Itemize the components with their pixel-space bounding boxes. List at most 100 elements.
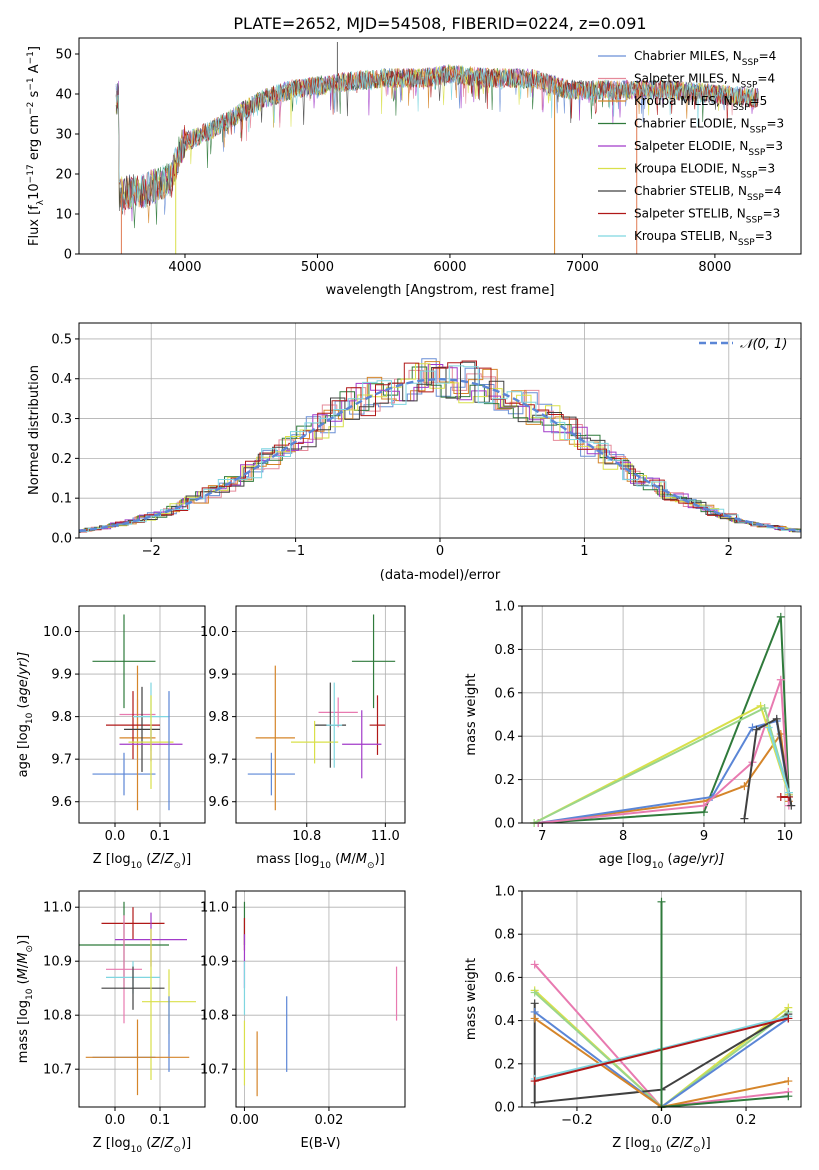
legend-label: Salpeter STELIB, NSSP=3 xyxy=(634,207,780,226)
y-axis-label: Normed distribution xyxy=(27,365,42,495)
x-tick-label: 6000 xyxy=(433,260,466,275)
x-tick-label: −1 xyxy=(286,544,305,559)
y-tick-label: 0.6 xyxy=(494,971,515,986)
y-tick-label: 10.8 xyxy=(200,1009,229,1024)
mass-vs-metallicity-panel: 0.0 0.1 10.7 10.8 10.9 11.0 Z [log10 (Z/Z⊙)] ma… xyxy=(16,890,206,1155)
x-tick-label: 4000 xyxy=(168,260,201,275)
weight-marker xyxy=(764,723,773,732)
x-axis-label: wavelength [Angstrom, rest frame] xyxy=(326,283,555,298)
weight-vs-age-panel: 7 8 9 10 0.0 0.2 0.4 0.6 0.8 1.0 age [log10 (age/y… xyxy=(464,600,802,871)
y-tick-label: 10.7 xyxy=(43,1063,72,1078)
legend-label: Chabrier ELODIE, NSSP=3 xyxy=(634,117,784,136)
x-tick-label: 0.1 xyxy=(150,1113,171,1128)
y-tick-label: 0.2 xyxy=(494,1057,515,1072)
weight-marker xyxy=(784,1014,793,1023)
x-tick-label: 2 xyxy=(725,544,733,559)
x-axis-label: E(B-V) xyxy=(300,1136,340,1151)
weight-marker xyxy=(787,801,796,810)
spectrum-line-9 xyxy=(115,65,759,212)
errorbar-point xyxy=(101,907,165,940)
x-tick-label: 0.0 xyxy=(105,1113,126,1128)
y-tick-label: 10.0 xyxy=(43,625,72,640)
weight-marker xyxy=(784,1092,793,1101)
errorbar-point xyxy=(255,665,295,811)
weight-marker xyxy=(748,723,757,732)
plot-frame xyxy=(235,890,406,1108)
x-axis-label: Z [log10 (Z/Z⊙)] xyxy=(93,1136,192,1155)
x-tick-label: 0.02 xyxy=(314,1113,343,1128)
weight-marker xyxy=(784,1077,793,1086)
errorbar-point xyxy=(106,915,142,1024)
weight-marker xyxy=(699,801,708,810)
weight-marker xyxy=(530,1098,539,1107)
y-axis-label: age [log10 (age/yr)] xyxy=(16,652,35,778)
errorbar-point xyxy=(342,710,382,779)
y-axis-label: Flux [fλ10−17 erg cm−2 s−1 A−1] xyxy=(26,46,46,246)
weight-marker xyxy=(657,897,666,906)
weight-marker xyxy=(530,988,539,997)
weight-marker xyxy=(776,792,785,801)
plot-frame xyxy=(78,605,206,824)
y-tick-label: 11.0 xyxy=(200,901,229,916)
y-axis-label: mass weight xyxy=(464,673,479,755)
x-tick-label: 0.1 xyxy=(150,829,171,844)
y-tick-label: 0.6 xyxy=(494,686,515,701)
spectrum-lines xyxy=(115,42,759,254)
x-tick-label: 10 xyxy=(777,829,794,844)
errorbar-point xyxy=(247,752,295,796)
y-tick-label: 10.7 xyxy=(200,1063,229,1078)
x-tick-label: 0.0 xyxy=(651,1113,672,1128)
age-vs-metallicity-panel: 0.0 0.1 9.6 9.7 9.8 9.9 10.0 Z [log10 (Z/Z⊙)] ag… xyxy=(16,605,206,871)
y-tick-label: 40 xyxy=(55,88,72,103)
x-tick-label: 8 xyxy=(619,829,627,844)
legend-label: Salpeter MILES, NSSP=4 xyxy=(634,72,775,91)
weight-marker xyxy=(784,788,793,797)
histograms xyxy=(79,358,801,533)
weight-marker xyxy=(740,814,749,823)
y-tick-label: 9.7 xyxy=(51,753,72,768)
errorbar-point xyxy=(85,1019,190,1096)
y-tick-label: 0.3 xyxy=(51,412,72,427)
y-tick-label: 0.0 xyxy=(494,1101,515,1116)
errorbar-points xyxy=(79,901,196,1096)
y-tick-label: 10.9 xyxy=(43,955,72,970)
y-tick-label: 11.0 xyxy=(43,901,72,916)
plot-frame xyxy=(521,605,802,824)
x-tick-label: −0.2 xyxy=(561,1113,593,1128)
y-tick-label: 0.4 xyxy=(494,730,515,745)
errorbar-points xyxy=(247,614,396,811)
x-axis-label: age [log10 (age/yr)] xyxy=(599,852,725,871)
y-tick-label: 9.8 xyxy=(51,710,72,725)
x-tick-label: 0.00 xyxy=(230,1113,259,1128)
errorbar-point xyxy=(92,614,156,709)
errorbar-point xyxy=(128,695,174,789)
weight-marker xyxy=(752,725,761,734)
x-tick-label: 0.0 xyxy=(105,829,126,844)
weight-marker xyxy=(530,999,539,1008)
y-tick-label: 9.6 xyxy=(51,795,72,810)
plot-frame xyxy=(78,890,206,1108)
x-tick-label: 5000 xyxy=(301,260,334,275)
x-tick-label: −2 xyxy=(142,544,161,559)
errorbar-point xyxy=(291,720,339,764)
mass-vs-extinction-panel: 0.00 0.02 10.7 10.8 10.9 11.0 E(B-V) xyxy=(200,890,406,1151)
weight-marker xyxy=(776,675,785,684)
errorbar-point xyxy=(318,697,358,728)
x-axis-label: mass [log10 (M/M⊙)] xyxy=(256,852,384,871)
errorbar-points xyxy=(243,901,398,1097)
y-tick-label: 0.8 xyxy=(494,643,515,658)
y-tick-label: 9.8 xyxy=(208,710,229,725)
y-tick-label: 0.2 xyxy=(51,452,72,467)
weight-marker xyxy=(760,703,769,712)
plot-frame xyxy=(235,605,406,824)
weight-marker xyxy=(530,960,539,969)
y-tick-label: 0.0 xyxy=(494,817,515,832)
y-tick-label: 30 xyxy=(55,128,72,143)
y-tick-label: 0.8 xyxy=(494,928,515,943)
errorbar-point xyxy=(369,695,386,755)
weight-line-7 xyxy=(743,717,793,819)
age-vs-mass-panel: 10.8 11.0 9.6 9.7 9.8 9.9 10.0 mass [log10 (M/M… xyxy=(200,605,406,871)
y-tick-label: 0.5 xyxy=(51,332,72,347)
y-axis-label: mass [log10 (M/M⊙)] xyxy=(16,935,35,1063)
